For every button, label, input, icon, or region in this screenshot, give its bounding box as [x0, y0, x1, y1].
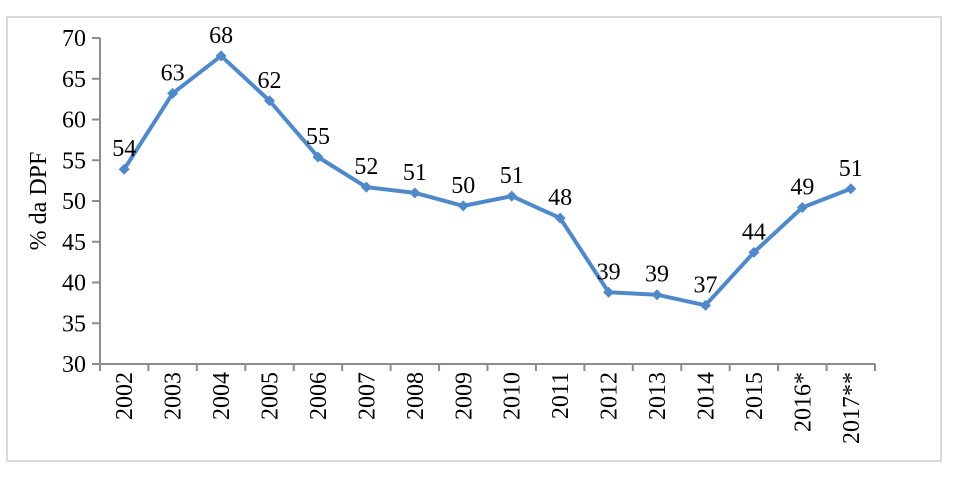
x-axis-tick-label: 2013: [645, 372, 671, 420]
x-axis-tick-label: 2002: [112, 372, 138, 420]
x-axis-tick-label: 2010: [500, 372, 526, 420]
data-point-marker-2005: [264, 95, 276, 107]
data-point-marker-2002: [118, 163, 130, 175]
data-point-marker-2013: [651, 289, 663, 301]
data-point-label-2002: 54: [112, 136, 136, 162]
chart-area-border: [6, 16, 942, 462]
data-point-marker-2014: [699, 299, 711, 311]
data-point-marker-2007: [360, 181, 372, 193]
data-point-marker-2015: [748, 246, 760, 258]
x-axis-tick-label: 2006: [306, 372, 332, 420]
data-point-marker-2010: [506, 190, 518, 202]
y-axis-title: % da DPF: [26, 152, 52, 251]
x-axis-tick-label: 2007: [354, 372, 380, 420]
x-axis-tick-label: 2012: [597, 372, 623, 420]
x-axis-tick-label: 2017**: [839, 372, 865, 444]
x-axis-tick-label: 2015: [742, 372, 768, 420]
data-point-marker-2008: [409, 187, 421, 199]
series-line: [122, 53, 853, 308]
data-point-marker-2009: [457, 200, 469, 212]
data-point-label-2010: 51: [500, 163, 524, 189]
data-point-label-2011: 48: [548, 185, 572, 211]
y-axis-tick-label: 45: [62, 230, 86, 256]
data-point-label-2003: 63: [161, 60, 185, 86]
x-axis-tick-label: 2005: [258, 372, 284, 420]
x-axis-tick-label: 2008: [403, 372, 429, 420]
data-point-marker-2006: [312, 151, 324, 163]
data-point-label-2014: 37: [693, 272, 717, 298]
data-point-label-2007: 52: [354, 154, 378, 180]
y-axis-tick-label: 65: [62, 67, 86, 93]
y-axis-tick-label: 70: [62, 26, 86, 52]
y-axis-tick-label: 30: [62, 352, 86, 378]
data-point-label-2005: 62: [258, 68, 282, 94]
data-point-label-2009: 50: [451, 173, 475, 199]
data-point-marker-2017**: [845, 183, 857, 195]
data-point-label-2013: 39: [645, 262, 669, 288]
data-point-label-2006: 55: [306, 124, 330, 150]
data-point-marker-2004: [215, 50, 227, 62]
data-point-label-2015: 44: [742, 219, 766, 245]
data-point-label-2004: 68: [209, 23, 233, 49]
y-axis-tick-label: 50: [62, 189, 86, 215]
data-point-marker-2016*: [796, 202, 808, 214]
data-point-label-2016*: 49: [790, 175, 814, 201]
x-axis-tick-label: 2004: [209, 372, 235, 420]
x-axis-tick-label: 2011: [548, 372, 574, 419]
y-axis-tick-label: 40: [62, 271, 86, 297]
y-axis-tick-label: 55: [62, 148, 86, 174]
data-point-label-2017**: 51: [839, 156, 863, 182]
x-axis-tick-label: 2016*: [790, 372, 816, 432]
data-point-marker-2003: [167, 87, 179, 99]
data-point-label-2012: 39: [597, 259, 621, 285]
x-axis-tick-label: 2009: [451, 372, 477, 420]
data-point-marker-2012: [603, 286, 615, 298]
x-axis-tick-label: 2003: [161, 372, 187, 420]
data-point-marker-2011: [554, 212, 566, 224]
y-axis-tick-label: 60: [62, 108, 86, 134]
x-axis-tick-label: 2014: [693, 372, 719, 420]
y-axis-tick-label: 35: [62, 311, 86, 337]
data-point-label-2008: 51: [403, 160, 427, 186]
